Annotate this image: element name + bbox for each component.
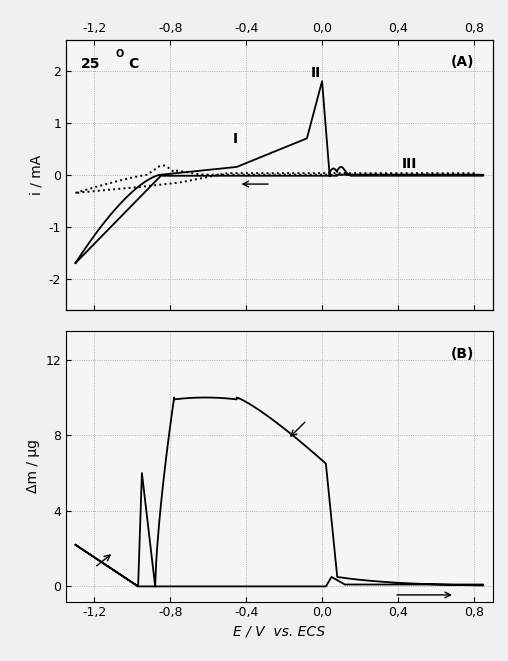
Text: III: III	[402, 157, 417, 171]
Text: O: O	[115, 50, 123, 59]
X-axis label: E / V  vs. ECS: E / V vs. ECS	[233, 625, 326, 639]
Y-axis label: i / mA: i / mA	[29, 155, 43, 195]
Text: 25: 25	[81, 58, 101, 71]
Text: II: II	[311, 66, 321, 80]
Text: (A): (A)	[451, 55, 474, 69]
Text: I: I	[233, 132, 238, 145]
Text: (B): (B)	[451, 347, 474, 361]
Text: C: C	[129, 58, 139, 71]
Y-axis label: Δm / μg: Δm / μg	[26, 440, 40, 494]
